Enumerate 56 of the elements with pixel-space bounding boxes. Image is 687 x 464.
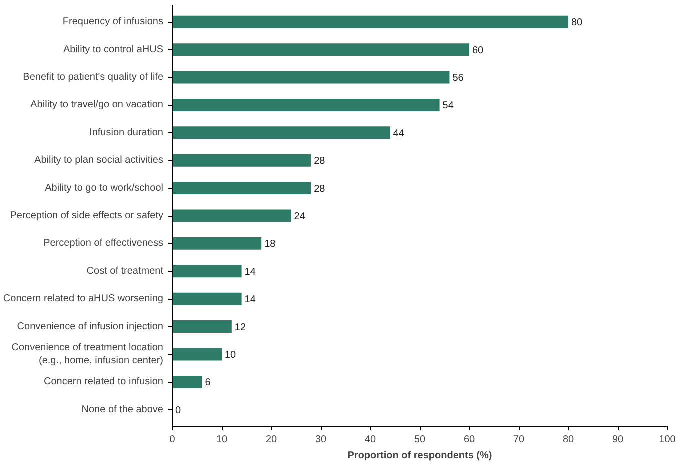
x-tick-label: 10: [216, 434, 228, 446]
y-tick-label: Cost of treatment: [86, 266, 164, 277]
bar: [172, 182, 312, 195]
x-axis-title: Proportion of respondents (%): [348, 450, 492, 462]
y-tick-label: Benefit to patient's quality of life: [23, 72, 164, 84]
bar: [172, 71, 450, 84]
y-tick-label: Ability to plan social activities: [34, 155, 164, 166]
data-label: 54: [442, 100, 454, 112]
data-label: 28: [314, 156, 326, 168]
x-tick-label: 50: [414, 434, 426, 446]
y-tick-label: Ability to control aHUS: [63, 44, 164, 56]
data-label: 6: [205, 378, 212, 389]
x-tick-label: 30: [315, 434, 327, 446]
data-label: 18: [264, 239, 276, 250]
x-tick-label: 20: [266, 434, 278, 446]
y-tick-label: Perception of effectiveness: [44, 238, 164, 250]
bar: [172, 126, 390, 140]
x-tick-label: 90: [612, 434, 624, 446]
bar: [172, 16, 568, 28]
bar: [172, 376, 202, 388]
data-label: 28: [314, 184, 326, 195]
data-label: 60: [472, 45, 484, 56]
bar: [172, 265, 242, 278]
y-tick-label: Concern related to aHUS worsening: [3, 294, 164, 305]
y-tick-label: Convenience of infusion injection: [17, 321, 164, 332]
data-label: 12: [234, 322, 246, 334]
y-tick-label: Perception of side effects or safety: [10, 210, 164, 222]
data-label: 80: [572, 18, 584, 29]
x-tick-label: 60: [464, 434, 476, 446]
y-tick-label: None of the above: [82, 404, 164, 416]
y-tick-label: Convenience of treatment location (e.g., home, infusion center): [12, 342, 164, 367]
x-tick-label: 80: [562, 434, 574, 446]
x-tick-label: 100: [659, 434, 676, 446]
data-label: 56: [452, 73, 464, 84]
data-label: 14: [244, 294, 256, 306]
y-tick-label: Frequency of infusions: [62, 16, 164, 28]
x-tick-label: 0: [170, 434, 176, 446]
x-tick-label: 70: [513, 434, 525, 446]
bar: [172, 44, 470, 56]
data-label: 0: [176, 405, 182, 416]
bar: [172, 237, 262, 250]
bar: [172, 154, 312, 167]
data-label: 14: [244, 266, 256, 278]
bar: [172, 210, 292, 222]
bar: [172, 292, 242, 306]
bar: [172, 98, 440, 112]
y-tick-label: Infusion duration: [90, 127, 164, 138]
y-tick-label: Concern related to infusion: [44, 376, 164, 388]
y-tick-label: Ability to go to work/school: [45, 182, 164, 194]
data-label: 24: [294, 212, 306, 222]
y-tick-label: Ability to travel/go on vacation: [30, 100, 164, 111]
data-label: 10: [225, 350, 237, 361]
data-label: 44: [393, 128, 405, 140]
x-tick-label: 40: [364, 434, 376, 446]
bar: [172, 348, 222, 361]
bar: [172, 320, 232, 334]
